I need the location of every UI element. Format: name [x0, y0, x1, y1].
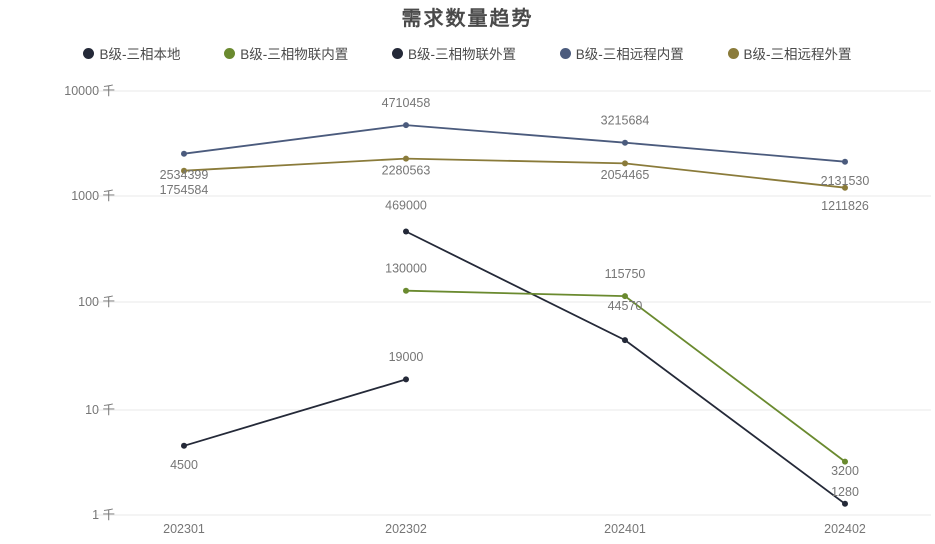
svg-text:4710458: 4710458 [382, 96, 431, 110]
svg-text:1 千: 1 千 [92, 508, 115, 522]
svg-text:2131530: 2131530 [821, 174, 870, 188]
svg-text:1754584: 1754584 [160, 183, 209, 197]
svg-text:10 千: 10 千 [85, 403, 115, 417]
svg-text:469000: 469000 [385, 199, 427, 213]
svg-text:1211826: 1211826 [821, 199, 869, 213]
svg-text:202301: 202301 [163, 522, 205, 536]
svg-text:115750: 115750 [605, 267, 646, 281]
svg-text:2280563: 2280563 [382, 164, 431, 178]
svg-text:4500: 4500 [170, 458, 198, 472]
svg-text:1000 千: 1000 千 [71, 189, 115, 203]
svg-text:202302: 202302 [385, 522, 427, 536]
svg-text:202402: 202402 [824, 522, 866, 536]
svg-text:1280: 1280 [831, 485, 859, 499]
svg-text:3215684: 3215684 [601, 114, 650, 128]
svg-text:2534399: 2534399 [160, 168, 209, 182]
svg-text:2054465: 2054465 [601, 168, 650, 182]
svg-text:130000: 130000 [385, 262, 427, 276]
svg-text:202401: 202401 [604, 522, 646, 536]
svg-text:19000: 19000 [389, 350, 424, 364]
svg-text:3200: 3200 [831, 464, 859, 478]
svg-text:10000 千: 10000 千 [64, 84, 115, 98]
svg-text:100 千: 100 千 [78, 295, 115, 309]
svg-text:44570: 44570 [608, 299, 643, 313]
